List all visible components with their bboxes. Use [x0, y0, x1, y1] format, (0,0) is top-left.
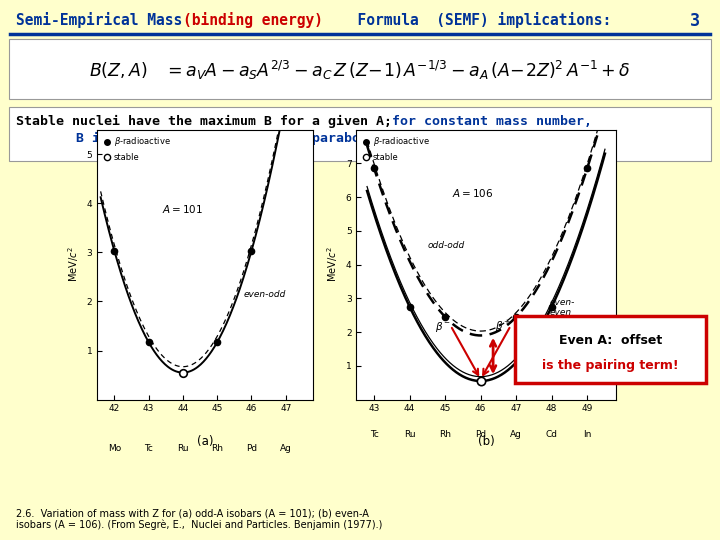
Legend: $\beta$-radioactive, stable: $\beta$-radioactive, stable: [361, 134, 431, 163]
FancyBboxPatch shape: [9, 39, 711, 99]
Text: Stable nuclei have the maximum B for a given A;: Stable nuclei have the maximum B for a g…: [16, 115, 408, 128]
Text: B is quadratic in Z →: B is quadratic in Z →: [76, 132, 244, 145]
Text: “mass parabolas”, e.g.:: “mass parabolas”, e.g.:: [248, 132, 448, 145]
Text: $B(Z,A)\quad = a_V A - a_S A^{2/3} - a_C\,Z\,(Z\!-\!1)\,A^{-1/3} - a_A\,(A\!-\!2: $B(Z,A)\quad = a_V A - a_S A^{2/3} - a_C…: [89, 58, 631, 82]
Text: $A = 101$: $A = 101$: [162, 203, 204, 215]
Text: $\beta^+$: $\beta^+$: [495, 319, 511, 334]
Legend: $\beta$-radioactive, stable: $\beta$-radioactive, stable: [102, 134, 172, 163]
Text: (binding energy): (binding energy): [183, 12, 323, 28]
Text: $A = 106$: $A = 106$: [452, 187, 494, 199]
Y-axis label: MeV/$c^2$: MeV/$c^2$: [66, 247, 81, 282]
Text: odd-odd: odd-odd: [428, 241, 464, 249]
Text: Tc: Tc: [144, 444, 153, 453]
Text: Ru: Ru: [177, 444, 189, 453]
Text: Formula  (SEMF) implications:: Formula (SEMF) implications:: [340, 12, 611, 28]
Text: Ag: Ag: [510, 430, 522, 439]
Text: Even A:  offset: Even A: offset: [559, 334, 662, 347]
Text: (b): (b): [477, 435, 495, 449]
Text: is the pairing term!: is the pairing term!: [542, 359, 678, 372]
Text: even-odd: even-odd: [244, 289, 287, 299]
Text: Rh: Rh: [439, 430, 451, 439]
Text: Cd: Cd: [546, 430, 558, 439]
Text: even-
even: even- even: [550, 298, 575, 317]
Text: Ag: Ag: [280, 444, 292, 453]
FancyBboxPatch shape: [9, 107, 711, 161]
Text: $\beta^-$: $\beta^-$: [434, 320, 451, 334]
Y-axis label: MeV/$c^2$: MeV/$c^2$: [325, 247, 341, 282]
Text: Ru: Ru: [404, 430, 415, 439]
Text: Pd: Pd: [246, 444, 257, 453]
Text: (a): (a): [197, 435, 213, 449]
Text: Rh: Rh: [211, 444, 223, 453]
Text: Tc: Tc: [369, 430, 379, 439]
Text: Mo: Mo: [108, 444, 121, 453]
Text: 2.6.  Variation of mass with Z for (a) odd-A isobars (A = 101); (b) even-A
isoba: 2.6. Variation of mass with Z for (a) od…: [16, 508, 382, 530]
Text: Semi-Empirical Mass: Semi-Empirical Mass: [16, 12, 199, 28]
Text: Pd: Pd: [475, 430, 486, 439]
Text: for constant mass number,: for constant mass number,: [392, 115, 592, 128]
Text: 3: 3: [690, 12, 700, 30]
Text: In: In: [583, 430, 591, 439]
